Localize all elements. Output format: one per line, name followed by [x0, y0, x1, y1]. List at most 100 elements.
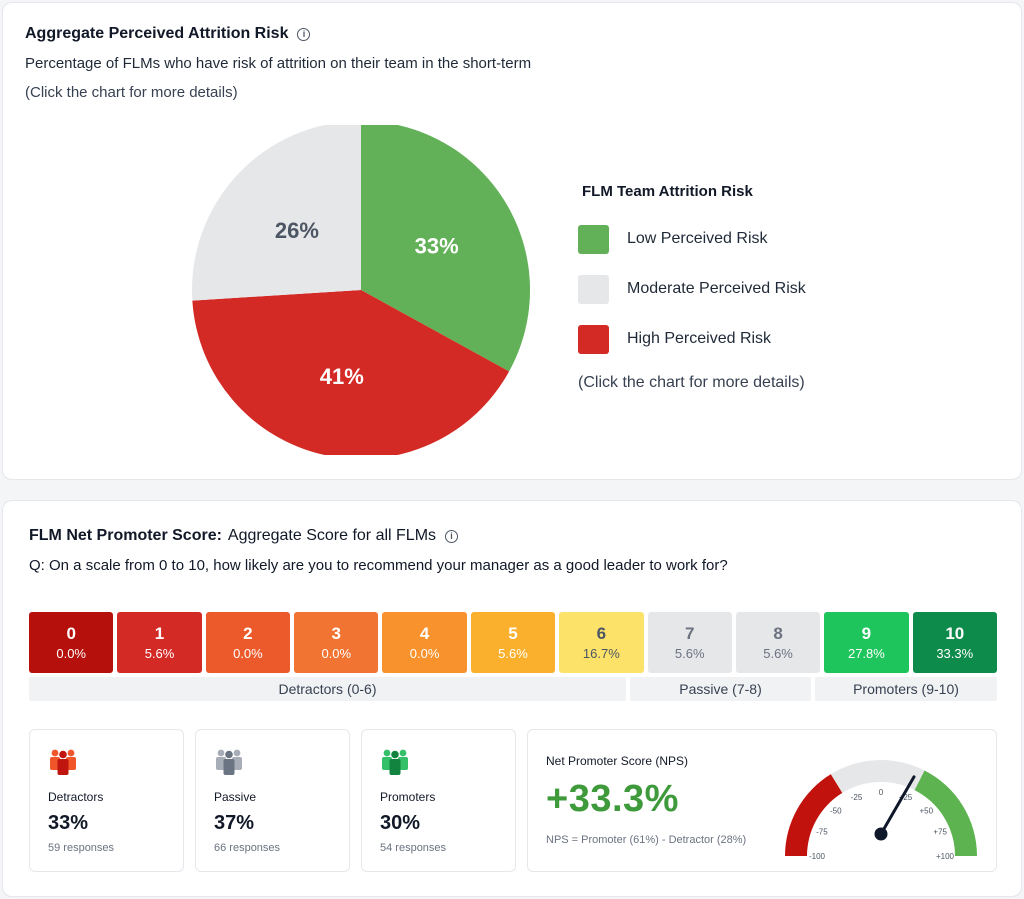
pie-slice-label: 26% — [275, 218, 319, 243]
score-number: 1 — [154, 623, 165, 643]
legend-label: Moderate Perceived Risk — [627, 280, 806, 297]
gauge-tick-label: -25 — [851, 793, 863, 802]
stat-responses: 54 responses — [380, 842, 447, 854]
nps-value: +33.3% — [546, 778, 679, 820]
stat-percent: 37% — [214, 812, 255, 834]
stat-label: Promoters — [380, 790, 436, 804]
gauge-tick-label: -100 — [809, 852, 826, 861]
stat-responses: 66 responses — [214, 842, 281, 854]
nps-card: FLM Net Promoter Score: Aggregate Score … — [2, 500, 1022, 897]
score-cell-8[interactable]: 8 5.6% — [735, 612, 821, 673]
legend-title: FLM Team Attrition Risk — [582, 183, 753, 200]
score-number: 0 — [66, 623, 76, 643]
score-number: 9 — [861, 623, 872, 643]
gauge-tick-label: +25 — [899, 793, 913, 802]
pie-slice-low-perceived-risk[interactable] — [361, 125, 530, 372]
nps-score-scale: 0 0.0% 1 5.6% 2 0.0% 3 0.0% 4 0.0% 5 5.6% 6 16.7% 7 5.6… — [29, 612, 997, 673]
score-percent: 0.0% — [56, 645, 86, 661]
score-percent: 0.0% — [321, 645, 352, 661]
score-cell-4[interactable]: 4 0.0% — [382, 612, 467, 673]
score-cell-3[interactable]: 3 0.0% — [294, 612, 379, 673]
legend-item-high[interactable]: High Perceived Risk — [578, 324, 898, 354]
info-icon[interactable]: i — [445, 529, 459, 543]
stat-card-promoters: Promoters 30% 54 responses — [361, 729, 516, 872]
people-icon — [382, 749, 408, 775]
score-cell-5[interactable]: 5 5.6% — [470, 612, 556, 673]
pie-slice-moderate-perceived-risk[interactable] — [191, 125, 361, 301]
nps-title-row: FLM Net Promoter Score: Aggregate Score … — [29, 527, 459, 545]
score-percent: 5.6% — [498, 645, 528, 661]
people-icon — [216, 749, 242, 775]
score-number: 2 — [243, 623, 253, 643]
score-percent: 0.0% — [409, 645, 440, 661]
pie-legend: FLM Team Attrition Risk Low Perceived Ri… — [578, 183, 898, 392]
score-cell-7[interactable]: 7 5.6% — [647, 612, 732, 673]
group-detractors: Detractors (0-6) — [29, 677, 626, 701]
score-cell-0[interactable]: 0 0.0% — [29, 612, 114, 673]
gauge-band-detractor — [785, 774, 843, 856]
stat-label: Passive — [214, 790, 257, 804]
people-icon — [50, 749, 76, 775]
stat-percent: 33% — [48, 812, 89, 834]
attrition-title: Aggregate Perceived Attrition Risk — [25, 25, 289, 42]
score-number: 8 — [773, 623, 783, 643]
nps-title-bold: FLM Net Promoter Score: — [29, 527, 222, 544]
info-icon[interactable]: i — [297, 27, 311, 41]
legend-hint: (Click the chart for more details) — [578, 374, 805, 391]
score-percent: 33.3% — [936, 645, 974, 661]
attrition-subtitle: Percentage of FLMs who have risk of attr… — [25, 55, 532, 72]
score-number: 6 — [596, 623, 607, 643]
score-cell-1[interactable]: 1 5.6% — [117, 612, 202, 673]
stat-label: Detractors — [48, 790, 104, 804]
score-number: 10 — [945, 623, 965, 643]
nps-formula: NPS = Promoter (61%) - Detractor (28%) — [546, 834, 747, 846]
gauge-tick-label: +50 — [919, 807, 933, 816]
gauge-tick-label: -75 — [816, 828, 828, 837]
score-cell-2[interactable]: 2 0.0% — [205, 612, 291, 673]
attrition-pie-chart[interactable]: 33% 41% 26% — [188, 125, 534, 455]
gauge-tick-label: 0 — [879, 788, 884, 797]
stat-card-passive: Passive 37% 66 responses — [195, 729, 350, 872]
score-number: 4 — [419, 623, 430, 643]
score-cell-10[interactable]: 10 33.3% — [912, 612, 997, 673]
pie-slice-label: 41% — [320, 364, 364, 389]
gauge-needle-hub — [874, 827, 888, 841]
attrition-hint: (Click the chart for more details) — [25, 84, 238, 101]
legend-swatch-high — [578, 324, 609, 354]
gauge-tick-label: -50 — [830, 807, 842, 816]
gauge-band-neutral — [830, 760, 925, 793]
score-cell-9[interactable]: 9 27.8% — [824, 612, 909, 673]
nps-question: Q: On a scale from 0 to 10, how likely a… — [29, 557, 728, 574]
stat-percent: 30% — [380, 812, 421, 834]
score-percent: 27.8% — [847, 645, 885, 661]
legend-label: Low Perceived Risk — [627, 230, 768, 247]
stat-responses: 59 responses — [48, 842, 115, 854]
group-passive: Passive (7-8) — [630, 677, 811, 701]
nps-gauge-card: Net Promoter Score (NPS) +33.3% NPS = Pr… — [527, 729, 997, 872]
gauge-tick-label: +100 — [936, 852, 955, 861]
gauge-band-promoter — [914, 770, 977, 856]
score-percent: 5.6% — [144, 645, 175, 661]
gauge-title: Net Promoter Score (NPS) — [546, 754, 689, 768]
score-percent: 5.6% — [674, 645, 705, 661]
score-percent: 0.0% — [233, 645, 263, 661]
gauge-tick-label: +75 — [933, 828, 947, 837]
pie-slice-label: 33% — [415, 233, 459, 258]
attrition-card: Aggregate Perceived Attrition Risk i Per… — [2, 2, 1022, 480]
legend-swatch-low — [578, 224, 609, 254]
gauge-needle — [879, 775, 916, 836]
legend-label: High Perceived Risk — [627, 330, 772, 347]
score-cell-6[interactable]: 6 16.7% — [559, 612, 644, 673]
stat-card-detractors: Detractors 33% 59 responses — [29, 729, 184, 872]
nps-gauge: -100 -75 -50 -25 0 +25 +50 +75 +100 — [785, 760, 977, 861]
pie-slice-high-perceived-risk[interactable] — [192, 290, 510, 455]
legend-item-moderate[interactable]: Moderate Perceived Risk — [578, 274, 898, 304]
score-percent: 5.6% — [763, 645, 793, 661]
legend-item-low[interactable]: Low Perceived Risk — [578, 224, 898, 254]
score-number: 3 — [331, 623, 341, 643]
score-number: 5 — [508, 623, 518, 643]
attrition-title-row: Aggregate Perceived Attrition Risk i — [25, 25, 311, 43]
score-percent: 16.7% — [582, 645, 620, 661]
score-number: 7 — [684, 623, 695, 643]
group-promoters: Promoters (9-10) — [815, 677, 997, 701]
